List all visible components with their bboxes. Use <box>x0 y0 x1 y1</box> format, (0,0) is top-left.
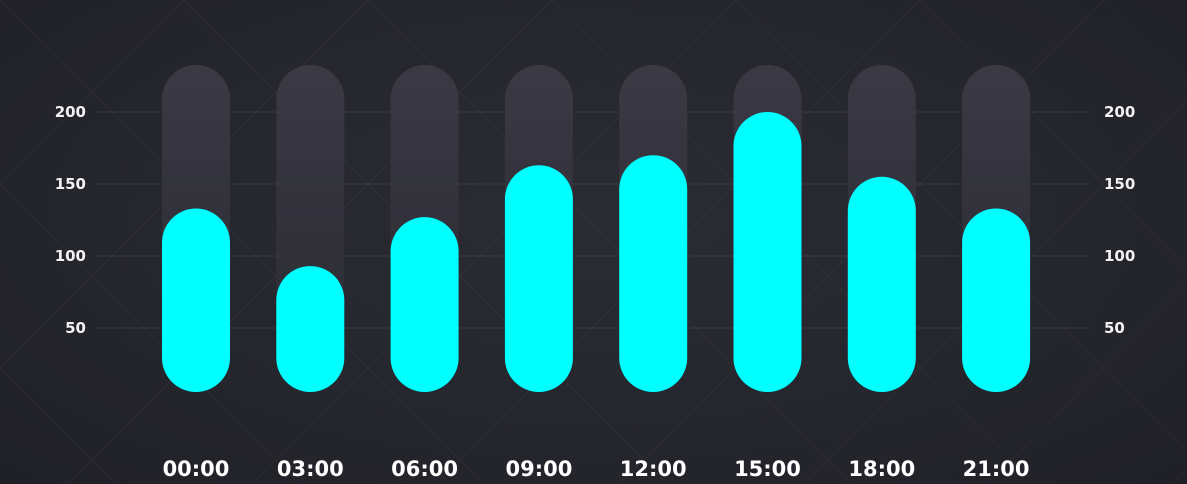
y-axis-ticks: 50 50 100 100 150 150 200 200 <box>55 103 1136 337</box>
x-tick-label: 03:00 <box>277 457 344 481</box>
y-tick-label-right: 150 <box>1104 175 1135 193</box>
bars <box>162 112 1031 392</box>
x-tick-label: 12:00 <box>620 457 687 481</box>
y-tick-label-left: 150 <box>55 175 86 193</box>
x-tick-label: 21:00 <box>963 457 1030 481</box>
x-axis-labels: 00:00 03:00 06:00 09:00 12:00 15:00 18:00 21:00 <box>163 457 1030 481</box>
bar <box>733 112 802 392</box>
bar <box>162 208 230 392</box>
y-tick-label-right: 50 <box>1104 319 1125 337</box>
y-tick-label-right: 100 <box>1104 247 1135 265</box>
gridlines <box>96 111 1090 329</box>
bar <box>504 165 573 392</box>
x-tick-label: 15:00 <box>734 457 801 481</box>
x-tick-label: 00:00 <box>163 457 230 481</box>
y-tick-label-left: 50 <box>65 319 86 337</box>
bar <box>847 176 916 392</box>
x-tick-label: 09:00 <box>505 457 572 481</box>
x-tick-label: 18:00 <box>848 457 915 481</box>
y-tick-label-left: 100 <box>55 247 86 265</box>
bar <box>962 208 1031 392</box>
x-tick-label: 06:00 <box>391 457 458 481</box>
y-tick-label-right: 200 <box>1104 103 1135 121</box>
y-tick-label-left: 200 <box>55 103 86 121</box>
bar <box>619 155 688 392</box>
bar <box>276 266 345 392</box>
bar <box>390 217 459 392</box>
